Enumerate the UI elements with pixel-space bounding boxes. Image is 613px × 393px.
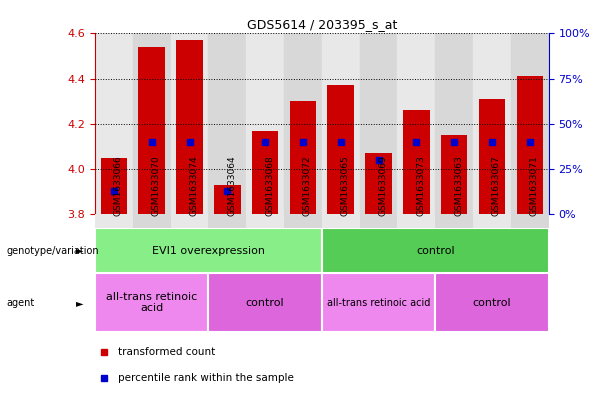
Text: GSM1633072: GSM1633072	[303, 156, 312, 217]
Text: control: control	[473, 298, 511, 308]
Text: GSM1633063: GSM1633063	[454, 156, 463, 217]
Bar	[284, 214, 322, 289]
Text: EVI1 overexpression: EVI1 overexpression	[152, 246, 265, 255]
Text: agent: agent	[6, 298, 34, 308]
Text: GSM1633068: GSM1633068	[265, 156, 274, 217]
Bar	[139, 47, 165, 214]
Bar	[170, 33, 208, 214]
Bar	[214, 185, 240, 214]
Text: GSM1633064: GSM1633064	[227, 156, 237, 217]
Text: percentile rank within the sample: percentile rank within the sample	[118, 373, 294, 384]
Bar	[435, 273, 549, 332]
Bar	[397, 214, 435, 289]
Bar	[246, 214, 284, 289]
Title: GDS5614 / 203395_s_at: GDS5614 / 203395_s_at	[246, 18, 397, 31]
Bar	[208, 273, 322, 332]
Bar	[95, 33, 133, 214]
Bar	[511, 214, 549, 289]
Text: GSM1633069: GSM1633069	[378, 156, 387, 217]
Bar	[479, 99, 505, 214]
Text: all-trans retinoic
acid: all-trans retinoic acid	[106, 292, 197, 313]
Text: GSM1633067: GSM1633067	[492, 156, 501, 217]
Bar	[95, 273, 208, 332]
Text: GSM1633074: GSM1633074	[189, 156, 199, 217]
Text: GSM1633073: GSM1633073	[416, 156, 425, 217]
Bar	[322, 273, 435, 332]
Bar	[403, 110, 430, 214]
Bar	[360, 214, 397, 289]
Bar	[95, 214, 133, 289]
Bar	[322, 214, 360, 289]
Bar	[473, 33, 511, 214]
Bar	[177, 40, 203, 214]
Bar	[290, 101, 316, 214]
Text: control: control	[246, 298, 284, 308]
Bar	[365, 153, 392, 214]
Bar	[95, 228, 322, 273]
Text: GSM1633066: GSM1633066	[114, 156, 123, 217]
Bar	[208, 214, 246, 289]
Bar	[322, 228, 549, 273]
Text: GSM1633070: GSM1633070	[151, 156, 161, 217]
Bar	[517, 76, 543, 214]
Text: ►: ►	[76, 298, 83, 308]
Bar	[397, 33, 435, 214]
Bar	[441, 135, 467, 214]
Text: GSM1633065: GSM1633065	[341, 156, 350, 217]
Text: genotype/variation: genotype/variation	[6, 246, 99, 255]
Text: GSM1633071: GSM1633071	[530, 156, 539, 217]
Bar	[322, 33, 360, 214]
Bar	[284, 33, 322, 214]
Bar	[170, 214, 208, 289]
Bar	[208, 33, 246, 214]
Bar	[360, 33, 397, 214]
Text: all-trans retinoic acid: all-trans retinoic acid	[327, 298, 430, 308]
Bar	[101, 158, 127, 214]
Bar	[511, 33, 549, 214]
Bar	[327, 85, 354, 214]
Bar	[252, 130, 278, 214]
Text: ►: ►	[76, 246, 83, 255]
Bar	[246, 33, 284, 214]
Bar	[473, 214, 511, 289]
Text: control: control	[416, 246, 455, 255]
Bar	[435, 214, 473, 289]
Bar	[133, 33, 170, 214]
Bar	[435, 33, 473, 214]
Bar	[133, 214, 170, 289]
Text: transformed count: transformed count	[118, 347, 215, 357]
